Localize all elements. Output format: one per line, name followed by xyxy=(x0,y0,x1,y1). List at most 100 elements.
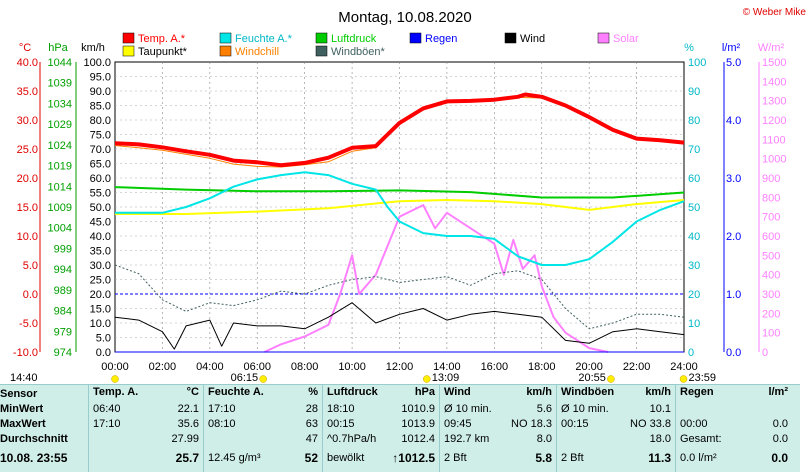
legend-swatch xyxy=(315,45,328,57)
pressure-tick-label: 1044 xyxy=(48,57,72,69)
humidity-max-time: 08:10 xyxy=(208,418,236,430)
gust-max-time: 00:15 xyxy=(561,418,589,430)
avg-label: Durchschnitt xyxy=(0,433,68,445)
solar-tick-label: 0 xyxy=(762,347,768,359)
legend-swatch xyxy=(219,45,232,57)
x-tick-label: 06:00 xyxy=(243,361,271,373)
temp-tick-label: 35.0 xyxy=(17,86,38,98)
humidity-tick-label: 0 xyxy=(688,347,694,359)
wind-header: Wind xyxy=(444,386,471,398)
gust-beaufort: 2 Bft xyxy=(561,452,584,464)
temp-header: Temp. A. xyxy=(93,386,139,398)
solar-unit-label: W/m² xyxy=(758,42,785,54)
gust-avg-label: Ø 10 min. xyxy=(561,403,609,415)
solar-tick-label: 400 xyxy=(762,270,780,282)
humidity-min-time: 17:10 xyxy=(208,403,236,415)
wind-tick-label: 90.0 xyxy=(90,86,111,98)
gust-column: Windböen km/h Ø 10 min. 10.1 00:15 NO 33.8 … xyxy=(557,385,675,472)
x-tick-label: 12:00 xyxy=(386,361,414,373)
legend-swatch xyxy=(315,32,328,44)
pressure-tick-label: 1004 xyxy=(48,223,72,235)
series-line xyxy=(114,92,685,168)
pressure-header: Luftdruck xyxy=(327,386,378,398)
gust-avg10-value: 10.1 xyxy=(649,403,671,415)
sun-marker xyxy=(111,375,119,383)
rain-unit: l/m² xyxy=(768,386,788,398)
humidity-tick-label: 40 xyxy=(688,231,700,243)
wind-tick-label: 0.0 xyxy=(96,347,111,359)
solar-tick-label: 1000 xyxy=(762,154,786,166)
rain-max-value: 0.0 xyxy=(772,418,788,430)
weather-chart: Montag, 10.08.2020 © Weber Mike Temp. A.* F… xyxy=(10,7,806,384)
solar-tick-label: 500 xyxy=(762,250,780,262)
sensor-header: Sensor xyxy=(0,388,38,400)
temp-tick-label: 25.0 xyxy=(17,144,38,156)
x-tick-label: 00:00 xyxy=(101,361,129,373)
sensor-column: Sensor MinWert MaxWert Durchschnitt 10.0… xyxy=(0,385,88,472)
rain-unit-label: l/m² xyxy=(722,42,741,54)
pressure-unit: hPa xyxy=(414,386,435,398)
temp-tick-label: 0.0 xyxy=(23,289,38,301)
series-line xyxy=(115,199,685,215)
temp-tick-label: 5.0 xyxy=(23,260,38,272)
wind-max-time: 09:45 xyxy=(444,418,472,430)
legend-label: Taupunkt* xyxy=(138,46,188,58)
pressure-avg-value: 1012.4 xyxy=(401,433,435,445)
series-line xyxy=(114,264,685,330)
pressure-tick-label: 1024 xyxy=(48,140,72,152)
humidity-column: Feuchte A.% 17:10 28 08:10 63 47 12.45 g/m… xyxy=(204,385,322,472)
rain-today: 0.0 l/m² xyxy=(680,452,717,464)
wind-tick-label: 40.0 xyxy=(90,231,111,243)
wind-current-value: 5.8 xyxy=(535,451,552,465)
temp-tick-label: 10.0 xyxy=(17,231,38,243)
pressure-current-value: ↑1012.5 xyxy=(392,451,435,465)
legend-swatch xyxy=(597,32,610,44)
rain-header: Regen xyxy=(680,386,714,398)
humidity-tick-label: 100 xyxy=(688,57,706,69)
x-tick-label: 08:00 xyxy=(291,361,319,373)
wind-column: Wind km/h Ø 10 min. 5.6 09:45 NO 18.3 192.7… xyxy=(440,385,556,472)
pressure-tick-label: 994 xyxy=(54,264,72,276)
humidity-tick-label: 70 xyxy=(688,144,700,156)
sun-marker-label: 14:40 xyxy=(10,372,38,384)
wind-unit-label: km/h xyxy=(81,42,105,54)
legend-label: Wind xyxy=(520,33,545,45)
series-line xyxy=(114,186,685,199)
wind-tick-label: 60.0 xyxy=(90,173,111,185)
legend-swatch xyxy=(504,32,517,44)
solar-tick-label: 1500 xyxy=(762,57,786,69)
legend-label: Solar xyxy=(613,33,639,45)
wind-unit: km/h xyxy=(526,386,552,398)
pressure-max-time: 00:15 xyxy=(327,418,355,430)
temp-current-value: 25.7 xyxy=(175,451,199,465)
humidity-tick-label: 60 xyxy=(688,173,700,185)
temp-min-time: 06:40 xyxy=(93,403,121,415)
sun-marker xyxy=(259,375,267,383)
wind-day-avg: 8.0 xyxy=(536,433,552,445)
gust-current-value: 11.3 xyxy=(648,451,671,465)
wind-tick-label: 50.0 xyxy=(90,202,111,214)
sun-marker xyxy=(423,375,431,383)
humidity-tick-label: 90 xyxy=(688,86,700,98)
rain-tick-label: 2.0 xyxy=(726,231,741,243)
sun-marker xyxy=(679,375,688,383)
pressure-tick-label: 979 xyxy=(54,326,72,338)
wind-tick-label: 30.0 xyxy=(90,260,111,272)
x-tick-label: 18:00 xyxy=(528,361,556,373)
humidity-tick-label: 50 xyxy=(688,202,700,214)
chart-title: Montag, 10.08.2020 xyxy=(338,9,471,26)
solar-tick-label: 900 xyxy=(762,173,780,185)
absolute-humidity: 12.45 g/m³ xyxy=(208,452,261,464)
pressure-tick-label: 999 xyxy=(54,243,72,255)
wind-tick-label: 45.0 xyxy=(90,217,111,229)
temp-unit: °C xyxy=(186,386,199,398)
temp-tick-label: 20.0 xyxy=(17,173,38,185)
temp-unit-label: °C xyxy=(19,42,31,54)
weather-forecast: bewölkt xyxy=(327,452,365,464)
wind-tick-label: 55.0 xyxy=(90,188,111,200)
x-tick-label: 24:00 xyxy=(670,361,698,373)
solar-tick-label: 600 xyxy=(762,231,780,243)
current-label: 10.08. 23:55 xyxy=(0,451,68,465)
wind-tick-label: 10.0 xyxy=(90,318,111,330)
series-line xyxy=(114,302,685,350)
